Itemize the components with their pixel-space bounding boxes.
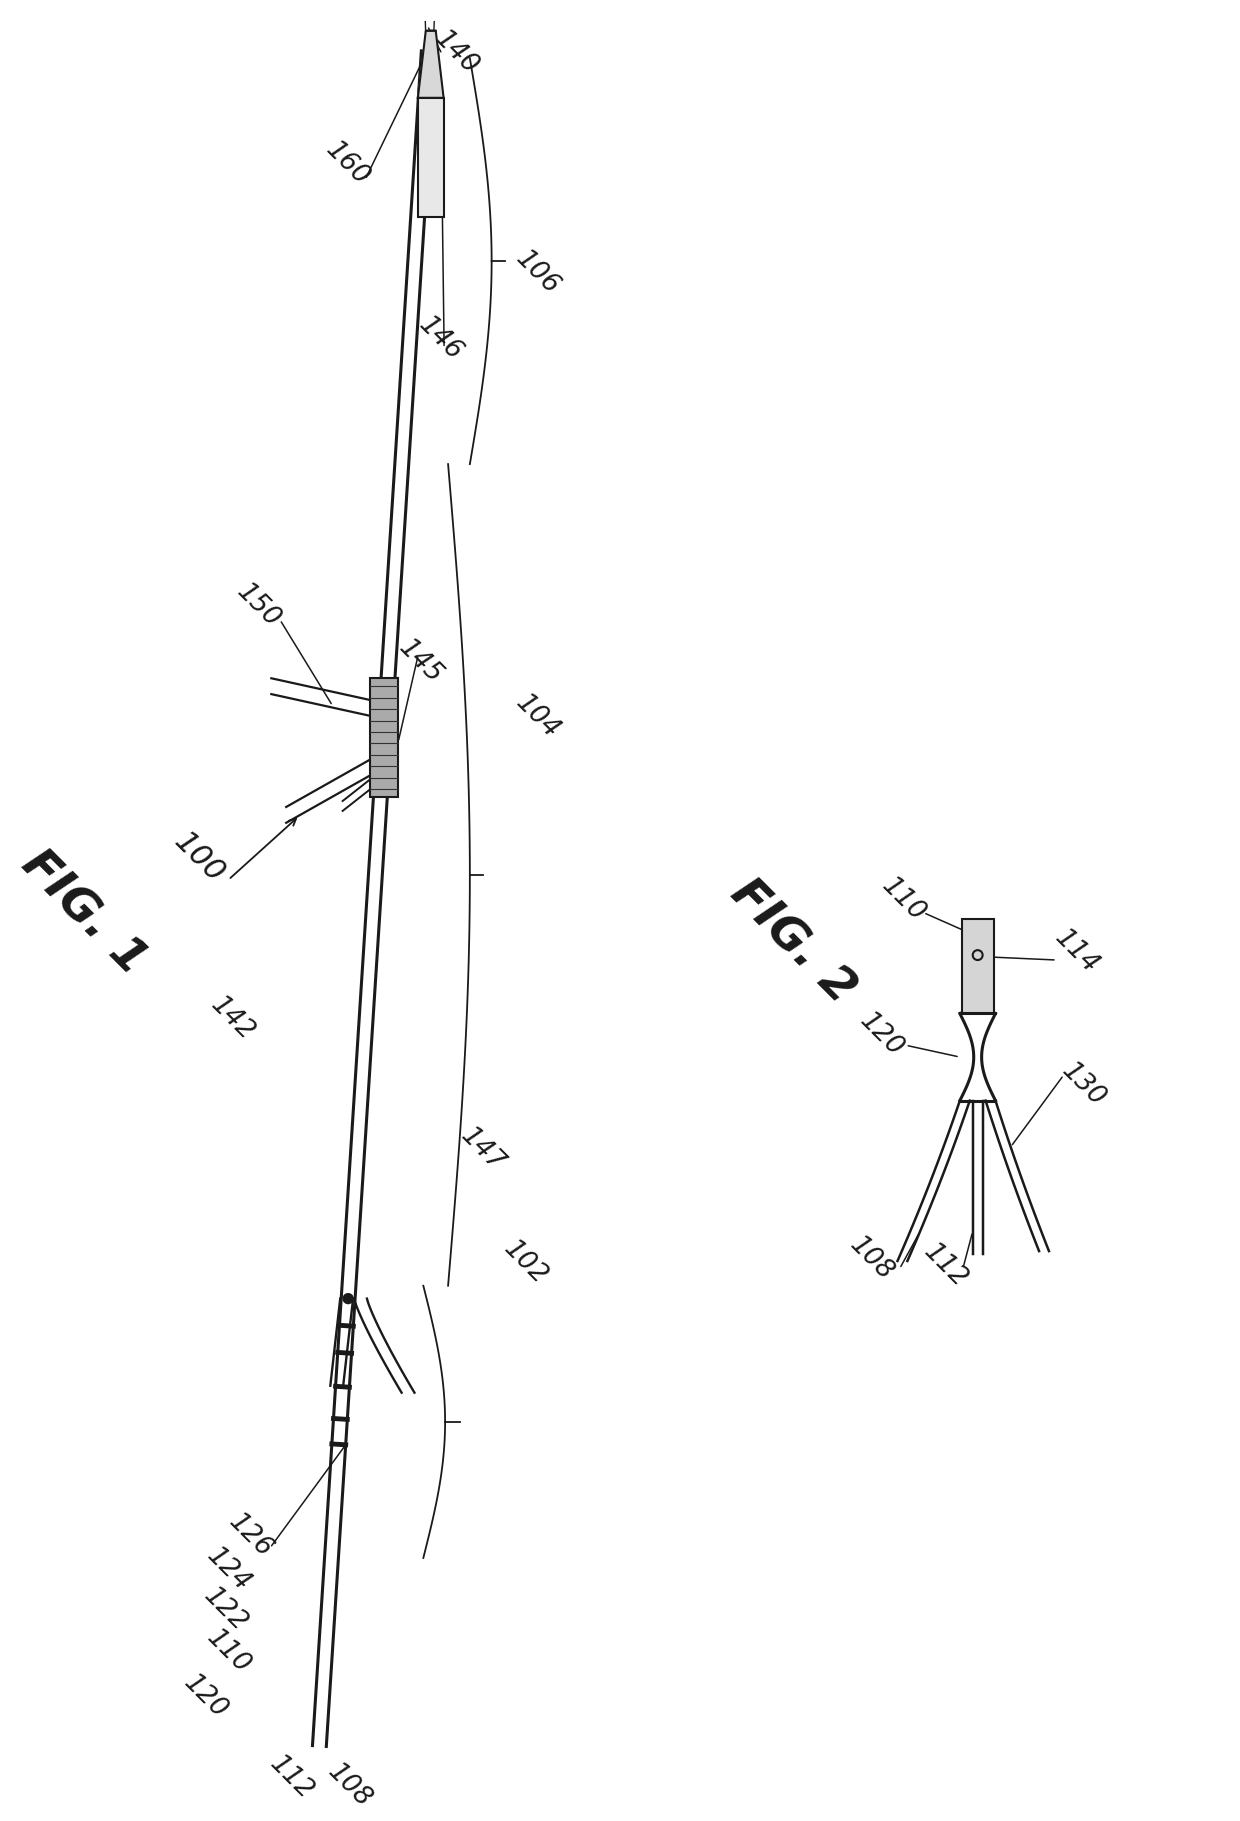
Text: 147: 147 [456, 1124, 510, 1176]
Text: 140: 140 [429, 25, 482, 80]
Text: 150: 150 [231, 579, 285, 632]
Text: 106: 106 [510, 246, 564, 300]
Text: 126: 126 [223, 1510, 277, 1562]
Text: 160: 160 [320, 137, 374, 191]
Text: 100: 100 [167, 827, 229, 889]
Text: 145: 145 [393, 636, 448, 688]
Text: 124: 124 [201, 1542, 255, 1597]
Text: 122: 122 [198, 1582, 252, 1637]
Text: 108: 108 [844, 1233, 899, 1286]
Text: 130: 130 [1056, 1058, 1111, 1113]
Text: 112: 112 [264, 1750, 319, 1805]
Text: 146: 146 [413, 311, 467, 366]
Text: 104: 104 [510, 690, 564, 743]
Text: 120: 120 [854, 1009, 909, 1062]
Bar [371, 677, 398, 798]
Text: 108: 108 [322, 1759, 376, 1812]
Text: 110: 110 [877, 872, 930, 927]
Text: 142: 142 [206, 991, 259, 1045]
Circle shape [343, 1293, 353, 1304]
Polygon shape [418, 31, 444, 98]
Text: FIG. 1: FIG. 1 [12, 841, 155, 983]
Text: 112: 112 [918, 1238, 972, 1293]
Text: FIG. 2: FIG. 2 [722, 870, 863, 1012]
Bar [962, 920, 993, 1014]
Text: 110: 110 [201, 1624, 255, 1679]
Text: 120: 120 [179, 1670, 233, 1723]
Text: 114: 114 [1050, 925, 1104, 980]
Bar [418, 98, 444, 217]
Text: 102: 102 [498, 1236, 552, 1289]
